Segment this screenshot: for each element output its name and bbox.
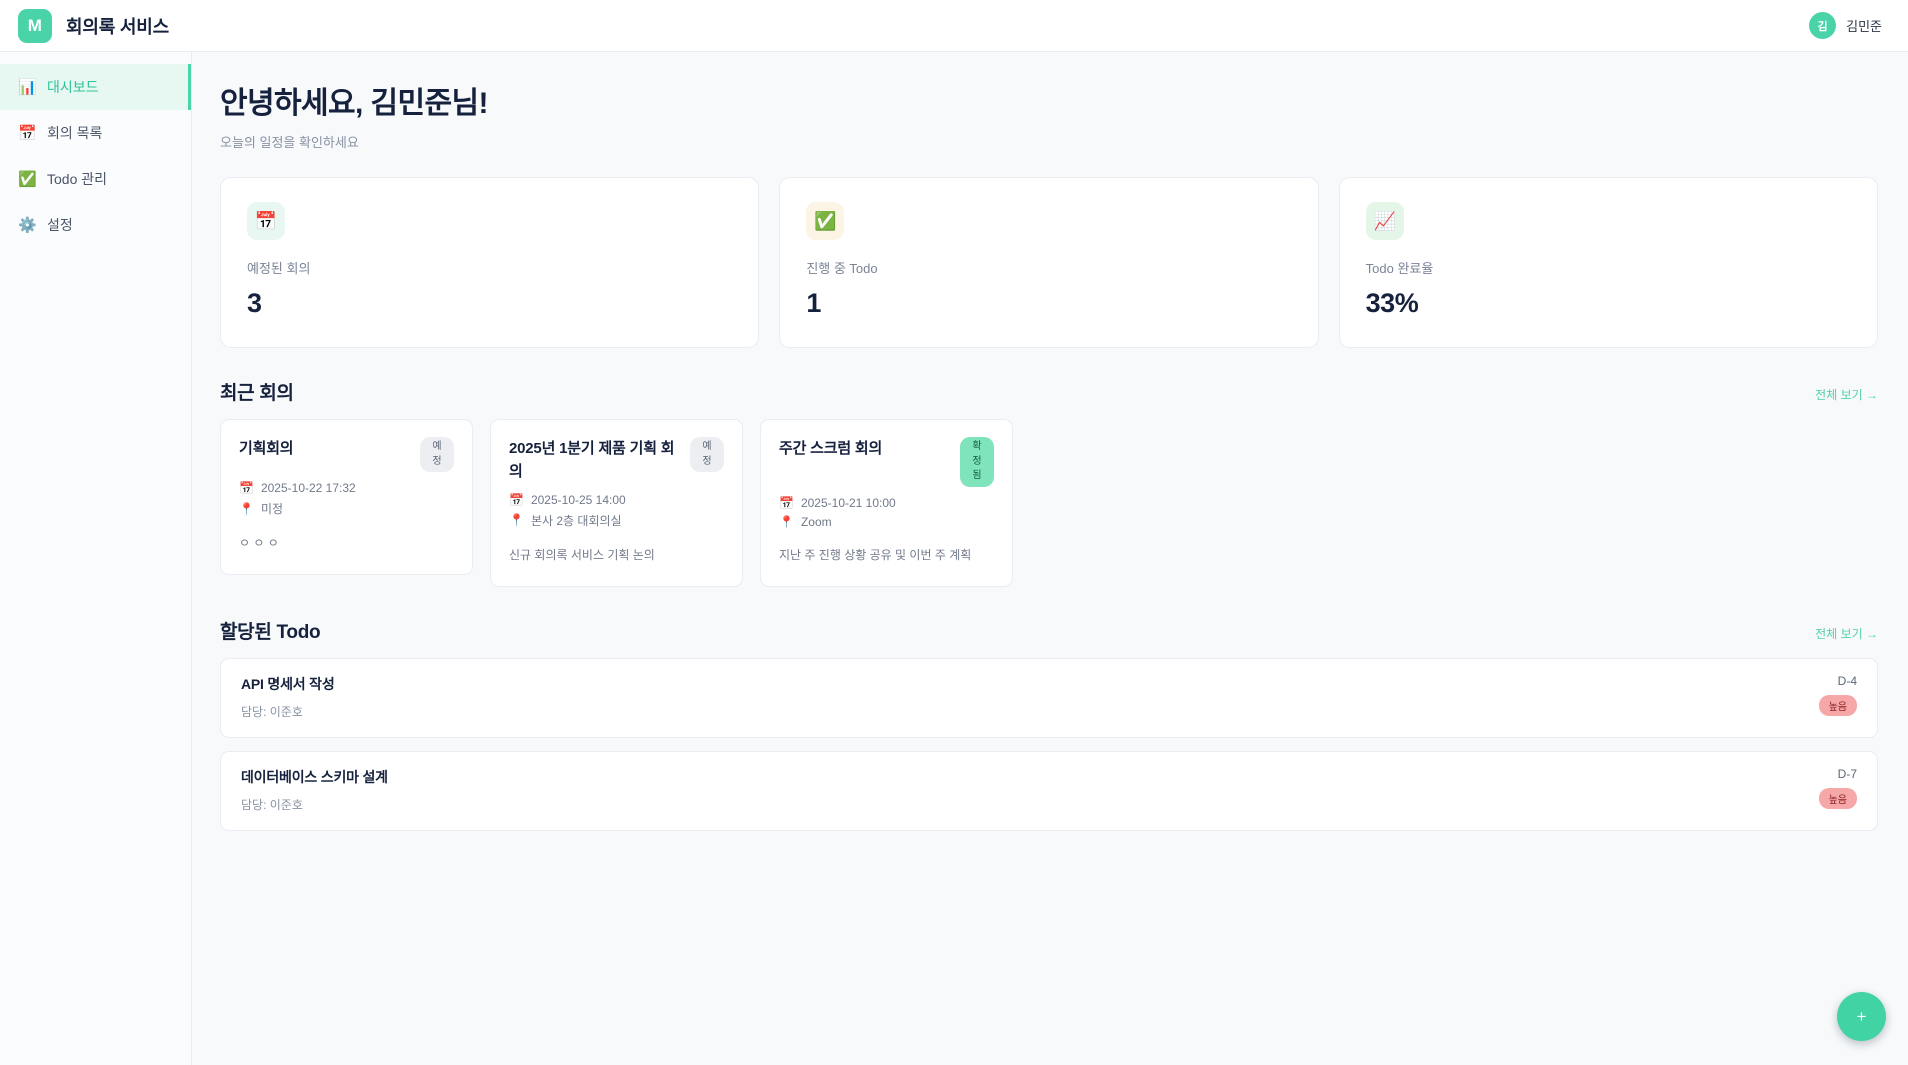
todo-side: D-4 높음	[1818, 673, 1857, 716]
add-button[interactable]: +	[1837, 992, 1886, 1041]
meeting-card-header: 2025년 1분기 제품 기획 회의 예정	[509, 437, 724, 484]
stat-label: 진행 중 Todo	[806, 261, 878, 276]
todo-item[interactable]: 데이터베이스 스키마 설계 담당: 이준호 D-7 높음	[220, 750, 1878, 831]
stat-cards: 📅 예정된 회의 3 ✅ 진행 중 Todo 1 📈 Todo 완료율 33%	[220, 177, 1878, 348]
section-title-todos: 할당된 Todo	[220, 621, 321, 643]
meeting-date: 2025-10-21 10:00	[800, 495, 896, 510]
meetings-section-header: 최근 회의 전체 보기 →	[220, 378, 1878, 405]
sidebar-item-todo[interactable]: ✅ Todo 관리	[0, 156, 191, 202]
meeting-description: 신규 회의록 서비스 기획 논의	[509, 547, 655, 562]
todo-main: 데이터베이스 스키마 설계 담당: 이준호	[241, 767, 388, 813]
check-icon: ✅	[18, 170, 37, 188]
calendar-icon: 📅	[779, 495, 794, 510]
meeting-description: 지난 주 진행 상황 공유 및 이번 주 계획	[779, 547, 972, 562]
page-title: 안녕하세요, 김민준님!	[220, 87, 488, 120]
meeting-date-row: 📅 2025-10-21 10:00	[779, 496, 994, 510]
todo-owner: 담당: 이준호	[241, 704, 303, 719]
todo-list: API 명세서 작성 담당: 이준호 D-4 높음 데이터베이스 스키마 설계 …	[220, 657, 1878, 831]
stat-card-completion[interactable]: 📈 Todo 완료율 33%	[1338, 177, 1878, 348]
gear-icon: ⚙️	[18, 216, 37, 234]
stat-card-meetings[interactable]: 📅 예정된 회의 3	[220, 177, 760, 348]
check-icon: ✅	[806, 202, 845, 240]
stat-label: Todo 완료율	[1365, 261, 1434, 276]
app-logo: M	[18, 8, 52, 43]
meeting-card-header: 주간 스크럼 회의 확정됨	[779, 437, 994, 487]
meeting-location-row: 📍 본사 2층 대회의실	[509, 512, 724, 529]
trending-up-icon: 📈	[1365, 202, 1404, 240]
sidebar-item-label: 대시보드	[47, 79, 99, 95]
stat-value: 1	[806, 288, 821, 318]
priority-badge: 높음	[1818, 787, 1857, 809]
stat-label: 예정된 회의	[247, 261, 311, 276]
meeting-meta: 📅 2025-10-22 17:32 📍 미정	[239, 481, 454, 517]
sidebar-item-dashboard[interactable]: 📊 대시보드	[0, 64, 191, 110]
meeting-description: ㅇ ㅇ ㅇ	[239, 536, 279, 550]
todo-item[interactable]: API 명세서 작성 담당: 이준호 D-4 높음	[220, 657, 1878, 738]
user-menu[interactable]: 김 김민준	[1809, 12, 1882, 39]
status-badge: 확정됨	[960, 437, 994, 487]
meeting-title: 기획회의	[239, 440, 294, 457]
meeting-date-row: 📅 2025-10-25 14:00	[509, 493, 724, 507]
meeting-location: 미정	[260, 502, 284, 516]
meeting-location: 본사 2층 대회의실	[530, 513, 622, 528]
todo-due: D-7	[1837, 766, 1857, 781]
todo-due: D-4	[1837, 673, 1857, 688]
meeting-card-header: 기획회의 예정	[239, 437, 454, 472]
sidebar-item-label: Todo 관리	[47, 171, 108, 187]
sidebar-item-label: 회의 목록	[47, 125, 103, 141]
avatar: 김	[1809, 12, 1837, 39]
meeting-card-list: 기획회의 예정 📅 2025-10-22 17:32 📍 미정 ㅇ ㅇ ㅇ	[220, 419, 1878, 587]
pin-icon: 📍	[779, 514, 794, 529]
todo-main: API 명세서 작성 담당: 이준호	[241, 674, 335, 720]
meeting-title: 주간 스크럼 회의	[779, 440, 883, 457]
meeting-location: Zoom	[800, 514, 832, 529]
calendar-icon: 📅	[239, 481, 254, 495]
todo-side: D-7 높음	[1818, 766, 1857, 809]
meeting-location-row: 📍 미정	[239, 500, 454, 517]
page-subtitle: 오늘의 일정을 확인하세요	[220, 135, 359, 150]
bar-chart-icon: 📊	[18, 78, 37, 96]
todo-title: API 명세서 작성	[241, 675, 335, 692]
priority-badge: 높음	[1818, 694, 1857, 716]
pin-icon: 📍	[239, 501, 254, 516]
section-title-meetings: 최근 회의	[220, 383, 294, 404]
app-shell: 📊 대시보드 📅 회의 목록 ✅ Todo 관리 ⚙️ 설정 안녕하세요, 김민…	[0, 52, 1908, 1065]
pin-icon: 📍	[509, 513, 524, 527]
meeting-date-row: 📅 2025-10-22 17:32	[239, 481, 454, 495]
status-badge: 예정	[690, 437, 724, 472]
calendar-icon: 📅	[247, 202, 285, 240]
meeting-title: 2025년 1분기 제품 기획 회의	[509, 440, 675, 481]
todo-title: 데이터베이스 스키마 설계	[241, 768, 388, 785]
view-all-todos-link[interactable]: 전체 보기 →	[1815, 626, 1878, 641]
status-badge: 예정	[420, 437, 454, 472]
brand[interactable]: M 회의록 서비스	[18, 8, 169, 43]
stat-card-todos[interactable]: ✅ 진행 중 Todo 1	[779, 177, 1319, 348]
view-all-meetings-link[interactable]: 전체 보기 →	[1815, 388, 1878, 402]
meeting-card[interactable]: 기획회의 예정 📅 2025-10-22 17:32 📍 미정 ㅇ ㅇ ㅇ	[220, 419, 473, 575]
app-header: M 회의록 서비스 김 김민준	[0, 0, 1908, 52]
stat-value: 3	[247, 288, 262, 318]
meeting-date: 2025-10-25 14:00	[530, 492, 626, 507]
sidebar: 📊 대시보드 📅 회의 목록 ✅ Todo 관리 ⚙️ 설정	[0, 52, 192, 1065]
calendar-icon: 📅	[509, 492, 524, 507]
sidebar-item-meetings[interactable]: 📅 회의 목록	[0, 110, 191, 156]
calendar-icon: 📅	[18, 124, 37, 142]
todo-owner: 담당: 이준호	[241, 797, 303, 812]
meeting-date: 2025-10-22 17:32	[260, 481, 356, 495]
todos-section-header: 할당된 Todo 전체 보기 →	[220, 617, 1878, 644]
meeting-location-row: 📍 Zoom	[779, 515, 994, 529]
sidebar-item-label: 설정	[47, 217, 73, 233]
meeting-meta: 📅 2025-10-25 14:00 📍 본사 2층 대회의실	[509, 493, 724, 529]
sidebar-item-settings[interactable]: ⚙️ 설정	[0, 202, 191, 248]
user-name: 김민준	[1846, 19, 1882, 34]
main-content: 안녕하세요, 김민준님! 오늘의 일정을 확인하세요 📅 예정된 회의 3 ✅ …	[192, 52, 1908, 1065]
meeting-meta: 📅 2025-10-21 10:00 📍 Zoom	[779, 496, 994, 529]
meeting-card[interactable]: 주간 스크럼 회의 확정됨 📅 2025-10-21 10:00 📍 Zoom …	[760, 419, 1013, 587]
meeting-card[interactable]: 2025년 1분기 제품 기획 회의 예정 📅 2025-10-25 14:00…	[490, 419, 743, 587]
stat-value: 33%	[1365, 288, 1419, 318]
app-title: 회의록 서비스	[66, 16, 169, 37]
